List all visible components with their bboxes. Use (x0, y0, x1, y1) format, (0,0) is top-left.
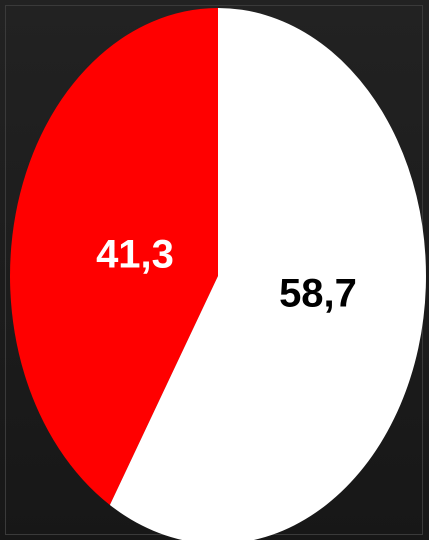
data-label-2: 58,7 (279, 272, 357, 316)
pie-slices (9, 8, 426, 540)
pie-slice-2 (109, 8, 426, 540)
pie-slice-1 (9, 8, 218, 505)
pie-labels: 41,3 58,7 (96, 233, 357, 316)
data-label-1: 41,3 (96, 233, 174, 277)
